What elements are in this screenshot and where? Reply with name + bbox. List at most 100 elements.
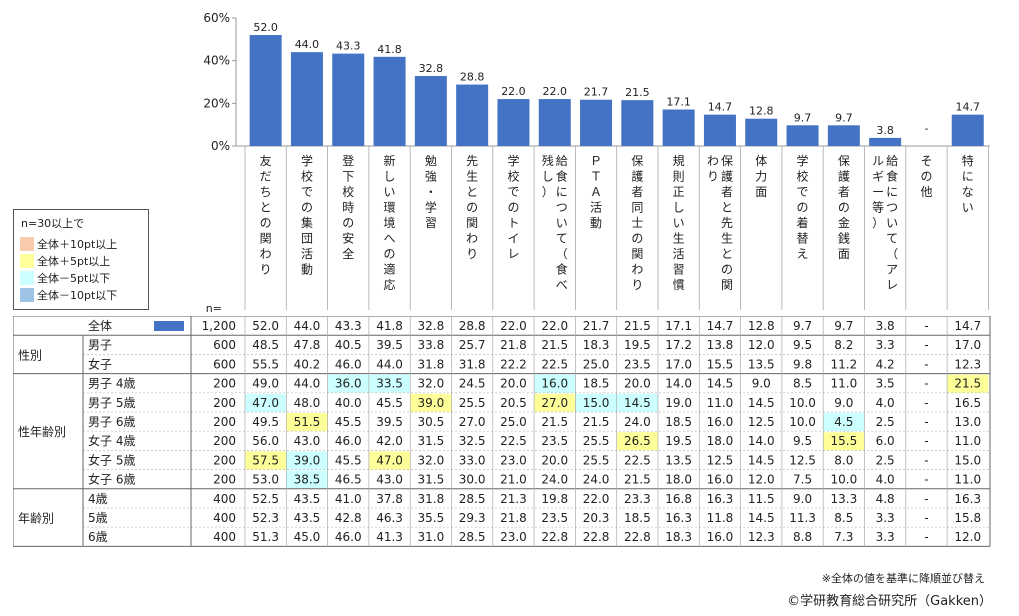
table-cell: 42.0: [376, 434, 403, 448]
category-label-char: り: [260, 263, 272, 277]
category-label-char: の: [342, 216, 354, 230]
category-label-char: 特: [962, 153, 974, 168]
category-label-char: 者: [721, 185, 733, 199]
table-cell: 13.0: [954, 415, 981, 429]
legend-label: 全体＋5pt以上: [37, 255, 111, 268]
bar-chart: 0%20%40%60%n=52.0友だちとの関わり44.0学校での集団活動43.…: [203, 11, 990, 315]
footnote: ※全体の値を基準に降順並び替え: [821, 572, 985, 585]
table-cell: 13.8: [707, 338, 734, 352]
row-n: 200: [213, 377, 236, 391]
table-cell: 14.0: [748, 434, 775, 448]
y-tick-label: 40%: [203, 54, 230, 68]
category-label-char: つ: [886, 201, 898, 215]
category-label-char: 生: [466, 170, 478, 184]
row-label: 男子: [88, 338, 112, 352]
table-cell: 25.0: [500, 415, 527, 429]
category-label-char: の: [466, 201, 478, 215]
data-label: 32.8: [419, 62, 444, 75]
category-label-char: 護: [721, 169, 733, 184]
category-label-char: 生: [673, 232, 685, 246]
bar: [869, 137, 902, 146]
category-label-char: 規: [673, 153, 685, 168]
highlight-cell: [534, 393, 576, 412]
legend-title: n=30以上で: [21, 217, 85, 230]
y-tick-label: 20%: [203, 96, 230, 110]
bar: [580, 99, 613, 146]
table-cell: 41.8: [376, 319, 403, 333]
data-label: 9.7: [794, 111, 812, 124]
table-cell: 24.0: [541, 473, 568, 487]
category-label-char: 適: [384, 262, 396, 277]
table-cell: 53.0: [252, 473, 279, 487]
category-label-char: い: [384, 185, 396, 199]
table-cell: 2.5: [876, 415, 895, 429]
category-label-char: 勉: [425, 154, 437, 168]
table-cell: 16.0: [707, 415, 734, 429]
table-cell: 35.5: [417, 511, 444, 525]
table-cell: 18.5: [583, 377, 610, 391]
data-label: 14.7: [956, 101, 981, 114]
data-table: 全体 1,200 52.0 44.0 43.3 41.8 32.8 28.8 22.0 22.0 2…: [13, 316, 991, 547]
table-cell: 19.5: [624, 338, 651, 352]
table-cell: 28.5: [459, 530, 486, 544]
row-label: 女子 6歳: [88, 472, 135, 487]
category-label-char: 校: [342, 184, 354, 199]
category-label-char: そ: [920, 154, 932, 168]
legend-item-minus10: 全体－10pt以下: [20, 287, 117, 303]
table-cell: 44.0: [376, 357, 403, 371]
category-label-char: 応: [384, 278, 396, 292]
category-label-char: 他: [920, 185, 932, 199]
table-cell: 11.3: [789, 511, 816, 525]
legend-swatch: [20, 254, 34, 268]
table-cell: 43.0: [376, 473, 403, 487]
table-cell: 43.5: [294, 492, 321, 506]
table-cell: 44.0: [294, 377, 321, 391]
y-tick-label: 60%: [203, 11, 230, 25]
legend-label: 全体＋10pt以上: [37, 238, 118, 251]
category-label-char: だ: [260, 170, 272, 184]
table-cell: 16.0: [707, 473, 734, 487]
table-cell: 22.0: [500, 319, 527, 333]
category-label-char: 食: [556, 262, 568, 277]
category-label-char: 生: [721, 232, 733, 246]
table-cell: 22.0: [583, 492, 610, 506]
table-cell: 9.0: [793, 492, 812, 506]
table-cell: 43.5: [294, 511, 321, 525]
table-cell: 20.5: [500, 396, 527, 410]
category-label-char: 力: [755, 170, 767, 184]
category-label-char: 先: [721, 216, 733, 230]
category-label-char: ち: [260, 185, 272, 199]
category-label-char: 動: [301, 263, 313, 277]
table-cell: 57.5: [252, 453, 279, 467]
row-n: 200: [213, 473, 236, 487]
table-cell: 23.0: [500, 530, 527, 544]
table-cell: 40.2: [294, 357, 321, 371]
table-cell: 39.5: [376, 415, 403, 429]
category-label-char: 食: [556, 169, 568, 184]
category-label-char: レ: [886, 278, 898, 292]
category-label-char: 着: [797, 215, 809, 230]
category-label-char: わ: [707, 154, 719, 168]
table-cell: 15.8: [954, 511, 981, 525]
table-cell: 15.5: [707, 357, 734, 371]
table-cell: 33.8: [417, 338, 444, 352]
table-cell: 4.2: [876, 357, 895, 371]
category-label-char: で: [507, 185, 519, 199]
category-label-char: の: [507, 201, 519, 215]
table-cell: 24.5: [459, 377, 486, 391]
category-label-char: 習: [425, 216, 437, 230]
table-cell: 46.0: [335, 357, 362, 371]
data-label: 43.3: [336, 40, 361, 53]
category-label-char: の: [631, 232, 643, 246]
category-label-char: Ａ: [590, 185, 602, 199]
table-cell: 14.5: [707, 377, 734, 391]
category-label-char: 関: [260, 232, 272, 246]
table-cell: 20.3: [583, 511, 610, 525]
category-label-char: い: [673, 216, 685, 230]
row-n: 600: [213, 338, 236, 352]
table-cell: 30.5: [417, 415, 444, 429]
category-label-char: の: [721, 263, 733, 277]
table-cell: 14.5: [748, 511, 775, 525]
